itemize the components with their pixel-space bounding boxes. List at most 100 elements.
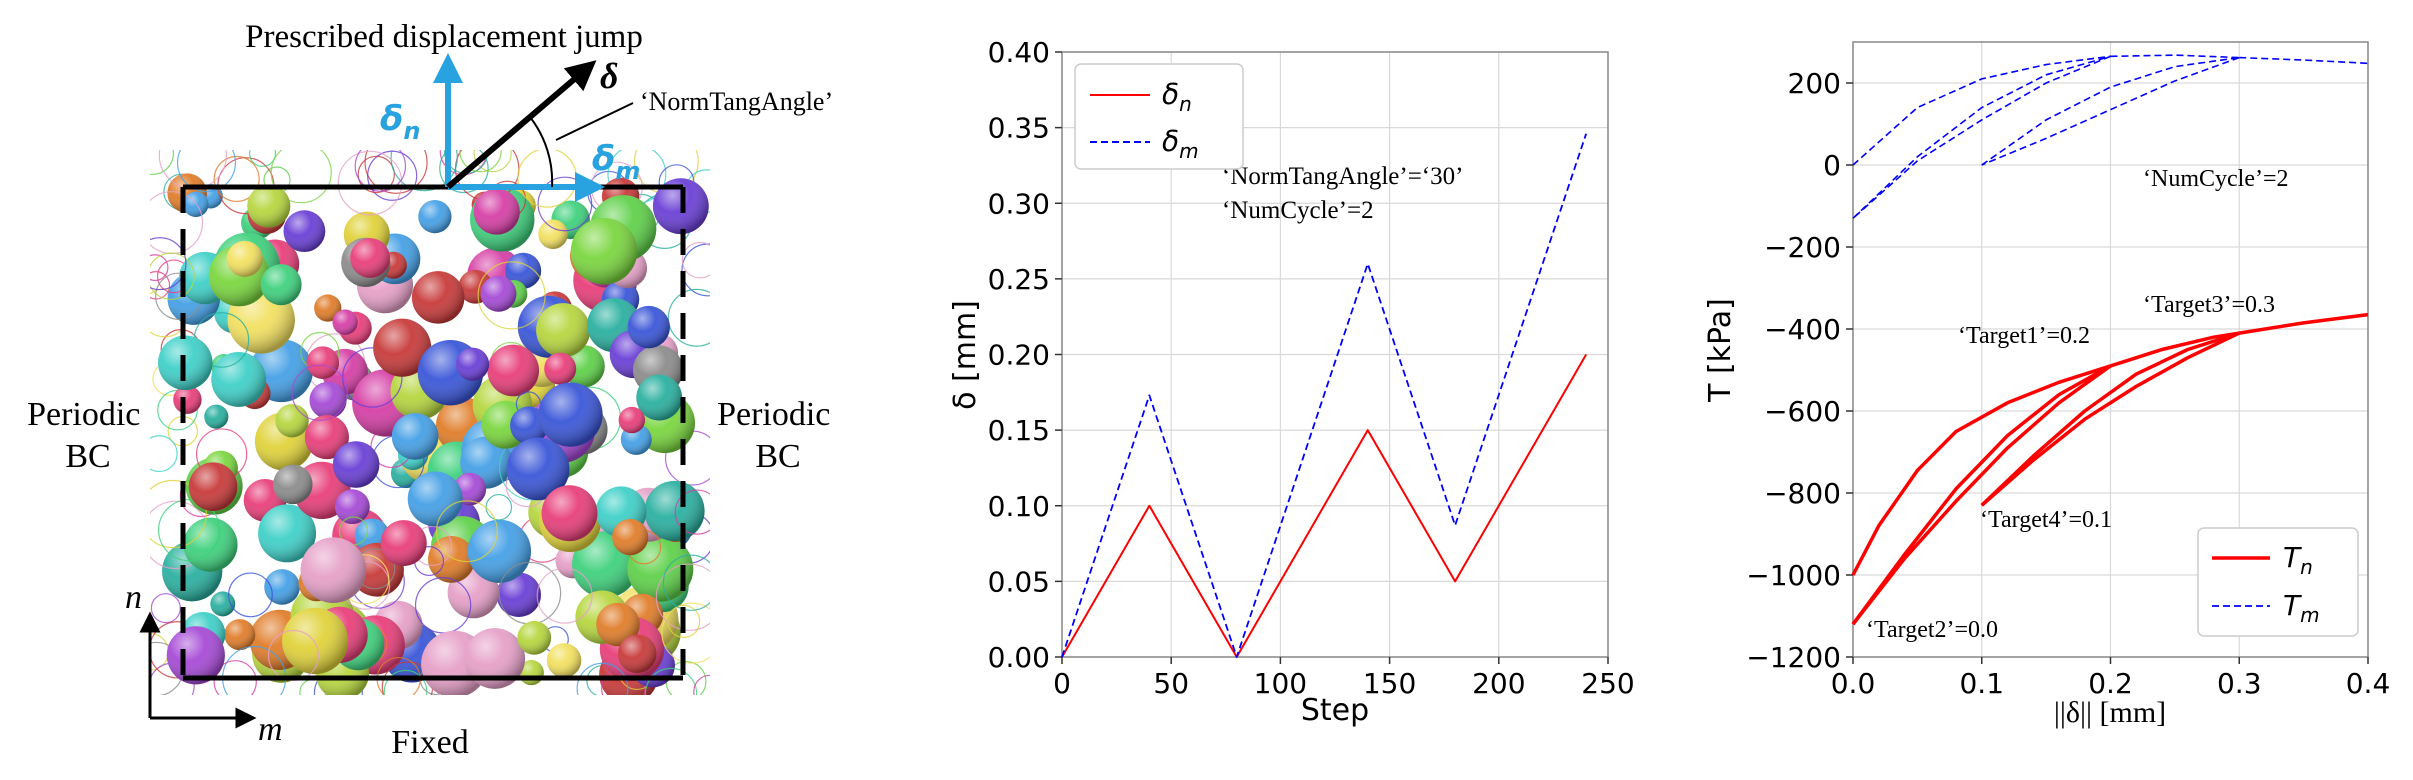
chart1-ticks: 0 50 100 150 200 250 0.00 0.05 0.10 0.15 0.20 0.25 0… (988, 36, 1635, 700)
series-n-line-segment-3 (2109, 331, 2240, 368)
particle-shading (636, 374, 683, 421)
y-tick-label: 0.35 (988, 112, 1050, 145)
particle-shading (283, 210, 326, 253)
particle-shading (334, 489, 370, 525)
schematic-title: Prescribed displacement jump (245, 19, 643, 55)
particle-shading (210, 591, 236, 617)
y-tick-label: 200 (1788, 67, 1841, 100)
wireframe-particle (473, 150, 512, 173)
chart2-annotation-target2: ‘Target2’=0.0 (1866, 617, 1998, 643)
n-axis-label: n (125, 579, 142, 616)
bottom-bc-label: Fixed (391, 724, 468, 761)
particle-shading (183, 517, 238, 572)
chart2-legend-label-tm: Tm (2283, 589, 2320, 627)
x-tick-label: 150 (1363, 667, 1416, 700)
chart1-annotation-angle: ‘NormTangAngle’=‘30’ (1222, 163, 1463, 190)
displacement-step-chart: 0 50 100 150 200 250 0.00 0.05 0.10 0.15 0.20 0.25 0… (948, 36, 1635, 728)
particle-shading (544, 352, 577, 385)
x-tick-label: 0.3 (2217, 667, 2262, 700)
particle-shading (644, 480, 705, 541)
particle-shading (536, 303, 591, 358)
wireframe-particle (661, 602, 710, 664)
wireframe-particle (228, 572, 273, 618)
particle-shading (541, 485, 598, 542)
chart1-series (1061, 133, 1588, 658)
particle-shading (260, 264, 302, 306)
y-tick-label: −1000 (1746, 559, 1841, 592)
chart1-xlabel: Step (1301, 693, 1369, 728)
particle-assembly (150, 150, 710, 695)
y-tick-label: −1200 (1746, 641, 1841, 674)
delta-arrow (446, 60, 597, 190)
series-n-line-segment-4 (1980, 331, 2241, 507)
particle-shading (264, 569, 300, 605)
x-tick-label: 250 (1581, 667, 1634, 700)
chart2-series (1851, 54, 2369, 626)
wireframe-particle (150, 252, 195, 300)
angle-arc (529, 116, 554, 188)
chart2-annotation-target1: ‘Target1’=0.2 (1958, 323, 2090, 349)
chart2-ylabel: T [kPa] (1703, 298, 1738, 403)
x-tick-label: 0.2 (2088, 667, 2133, 700)
right-bc-label: Periodic BC (717, 396, 839, 475)
particle-shading (456, 347, 490, 381)
x-tick-label: 100 (1254, 667, 1307, 700)
particle-shading (496, 572, 542, 617)
chart2-legend-box (2197, 527, 2359, 637)
series-m-line-segment-6 (2239, 56, 2369, 65)
wireframe-particle (485, 493, 513, 521)
wireframe-particle (536, 567, 593, 624)
particle-shading (273, 464, 313, 505)
x-tick-label: 0.1 (1959, 667, 2004, 700)
wireframe-particle (249, 150, 277, 167)
x-tick-label: 0 (1053, 667, 1071, 700)
particle-shading (464, 628, 526, 689)
series-n-line (1061, 353, 1588, 658)
wireframe-particle (390, 150, 458, 192)
wireframe-particle (337, 150, 403, 216)
y-tick-label: 0.20 (988, 339, 1050, 372)
y-tick-label: 0 (1823, 149, 1841, 182)
x-tick-label: 0.4 (2346, 667, 2391, 700)
chart2-xlabel: ||δ|| [mm] (2054, 696, 2166, 729)
wireframe-particle (674, 489, 710, 535)
particle-shading (304, 415, 349, 460)
particle-shading (418, 199, 452, 234)
x-tick-label: 50 (1153, 667, 1189, 700)
particle-shading (391, 413, 439, 460)
chart2-annotation-numcycle: ‘NumCycle’=2 (2143, 166, 2289, 192)
particle-shading (506, 437, 570, 501)
chart2-annotation-target4: ‘Target4’=0.1 (1980, 507, 2112, 533)
particle-shading (618, 406, 646, 434)
wireframe-particle (270, 150, 332, 204)
delta-m-label: δm (592, 139, 640, 185)
y-tick-label: 0.10 (988, 490, 1050, 523)
particle-shading (570, 217, 638, 285)
series-m-line-segment-3 (2110, 54, 2240, 59)
wireframe-particle (213, 155, 260, 203)
particle-shading (407, 471, 463, 527)
particle-shading (612, 519, 649, 556)
x-tick-label: 0.0 (1831, 667, 1876, 700)
particle-shading (350, 238, 390, 278)
chart2-annotation-target3: ‘Target3’=0.3 (2143, 292, 2275, 318)
schematic-panel: Prescribed displacement jump δ δn δm ‘No… (27, 19, 839, 761)
angle-label: ‘NormTangAngle’ (640, 87, 833, 116)
particle-shading (480, 275, 517, 312)
particle-shading (538, 219, 568, 250)
wireframe-particle (150, 593, 181, 624)
particle-shading (211, 352, 267, 407)
particle-shading (300, 537, 367, 603)
wireframe-particle (576, 662, 629, 695)
right-bc-line-1: Periodic (717, 396, 830, 433)
right-bc-line-2: BC (755, 438, 800, 475)
particle-shading (546, 643, 582, 678)
particle-shading (627, 535, 694, 602)
wireframe-particle (364, 150, 428, 194)
chart1-ylabel: δ [mm] (948, 300, 983, 410)
chart2-legend: Tn Tm (2197, 527, 2359, 637)
m-axis-label: m (258, 711, 283, 748)
wireframe-particle (213, 660, 257, 695)
particle-shading (373, 318, 432, 377)
